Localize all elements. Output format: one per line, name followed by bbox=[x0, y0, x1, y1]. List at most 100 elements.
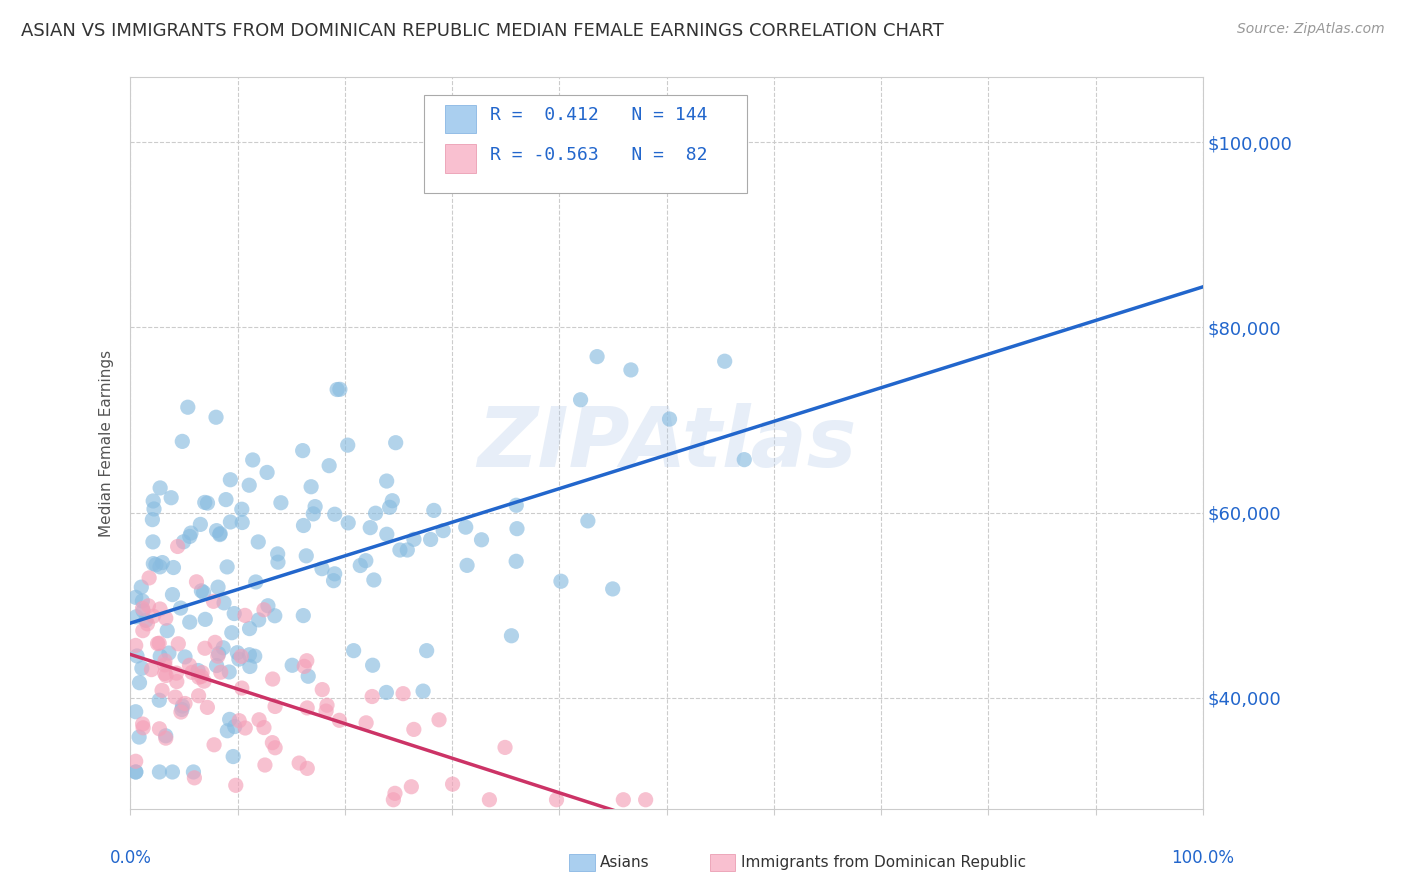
Point bbox=[205, 410, 228, 425]
Point bbox=[131, 594, 153, 608]
Point bbox=[190, 517, 212, 532]
Point bbox=[359, 521, 381, 535]
Point bbox=[187, 689, 209, 703]
Point bbox=[125, 754, 148, 768]
Point bbox=[427, 713, 450, 727]
Point bbox=[231, 516, 253, 530]
Point bbox=[153, 666, 176, 681]
Point bbox=[173, 534, 195, 549]
Point bbox=[576, 514, 599, 528]
Point bbox=[125, 648, 148, 663]
Point bbox=[153, 654, 176, 668]
Point bbox=[322, 574, 344, 588]
Point bbox=[634, 793, 657, 807]
Point bbox=[602, 582, 624, 596]
Point bbox=[167, 637, 190, 651]
Point bbox=[247, 535, 270, 549]
Point bbox=[148, 722, 170, 736]
Point bbox=[363, 573, 385, 587]
Point bbox=[262, 736, 284, 750]
Point bbox=[304, 500, 326, 514]
Point bbox=[153, 657, 176, 672]
Point bbox=[505, 554, 527, 568]
Point bbox=[125, 764, 148, 779]
Point bbox=[267, 555, 290, 569]
Point bbox=[150, 683, 173, 698]
Point bbox=[224, 720, 246, 734]
Text: ASIAN VS IMMIGRANTS FROM DOMINICAN REPUBLIC MEDIAN FEMALE EARNINGS CORRELATION C: ASIAN VS IMMIGRANTS FROM DOMINICAN REPUB… bbox=[21, 22, 943, 40]
Point bbox=[336, 438, 359, 452]
Point bbox=[157, 646, 180, 660]
Point bbox=[187, 670, 209, 684]
Point bbox=[238, 622, 260, 636]
Point bbox=[183, 764, 205, 779]
Point bbox=[470, 533, 492, 547]
Point bbox=[142, 609, 165, 624]
Point bbox=[138, 571, 160, 585]
Point bbox=[194, 495, 217, 509]
Text: Source: ZipAtlas.com: Source: ZipAtlas.com bbox=[1237, 22, 1385, 37]
Point bbox=[194, 612, 217, 626]
Point bbox=[326, 383, 349, 397]
Point bbox=[329, 382, 352, 396]
Point bbox=[423, 503, 446, 517]
Point bbox=[209, 665, 232, 680]
Point bbox=[238, 478, 260, 492]
Point bbox=[228, 652, 250, 666]
Point bbox=[401, 780, 423, 794]
Point bbox=[212, 640, 235, 655]
Point bbox=[233, 721, 256, 735]
Point bbox=[384, 435, 406, 450]
Point bbox=[177, 401, 200, 415]
Point bbox=[217, 560, 239, 574]
Point bbox=[141, 663, 163, 677]
Point bbox=[311, 682, 333, 697]
Point bbox=[224, 607, 246, 621]
Text: Asians: Asians bbox=[600, 855, 650, 870]
Text: R =  0.412   N = 144: R = 0.412 N = 144 bbox=[489, 106, 707, 125]
Point bbox=[222, 749, 245, 764]
Point bbox=[292, 608, 315, 623]
Text: 0.0%: 0.0% bbox=[110, 849, 152, 867]
Point bbox=[170, 702, 193, 716]
Point bbox=[378, 500, 401, 515]
Point bbox=[245, 574, 267, 589]
Point bbox=[361, 690, 384, 704]
Point bbox=[419, 533, 441, 547]
Point bbox=[132, 624, 155, 638]
Point bbox=[343, 643, 366, 657]
Point bbox=[125, 705, 148, 719]
Point bbox=[263, 608, 285, 623]
Point bbox=[349, 558, 371, 573]
Point bbox=[318, 458, 340, 473]
Point bbox=[231, 502, 253, 516]
Point bbox=[233, 608, 256, 623]
Point bbox=[316, 698, 339, 713]
Point bbox=[202, 738, 225, 752]
Point bbox=[131, 661, 153, 675]
Point bbox=[136, 616, 159, 631]
Point bbox=[181, 665, 204, 680]
Point bbox=[148, 693, 170, 707]
Point bbox=[132, 721, 155, 735]
Point bbox=[197, 700, 219, 714]
Point bbox=[238, 648, 260, 662]
Point bbox=[148, 636, 170, 650]
Point bbox=[174, 697, 197, 711]
Point bbox=[165, 690, 187, 704]
Point bbox=[219, 515, 242, 529]
Point bbox=[432, 524, 454, 538]
Point bbox=[162, 764, 184, 779]
Point bbox=[441, 777, 464, 791]
Point bbox=[381, 493, 404, 508]
Point bbox=[149, 481, 172, 495]
Point bbox=[209, 526, 232, 541]
Point bbox=[142, 494, 165, 508]
Point bbox=[361, 658, 384, 673]
Point bbox=[205, 524, 228, 538]
Point bbox=[186, 574, 208, 589]
Point bbox=[281, 658, 304, 673]
Point bbox=[658, 412, 681, 426]
Point bbox=[215, 492, 238, 507]
Point bbox=[165, 666, 187, 681]
